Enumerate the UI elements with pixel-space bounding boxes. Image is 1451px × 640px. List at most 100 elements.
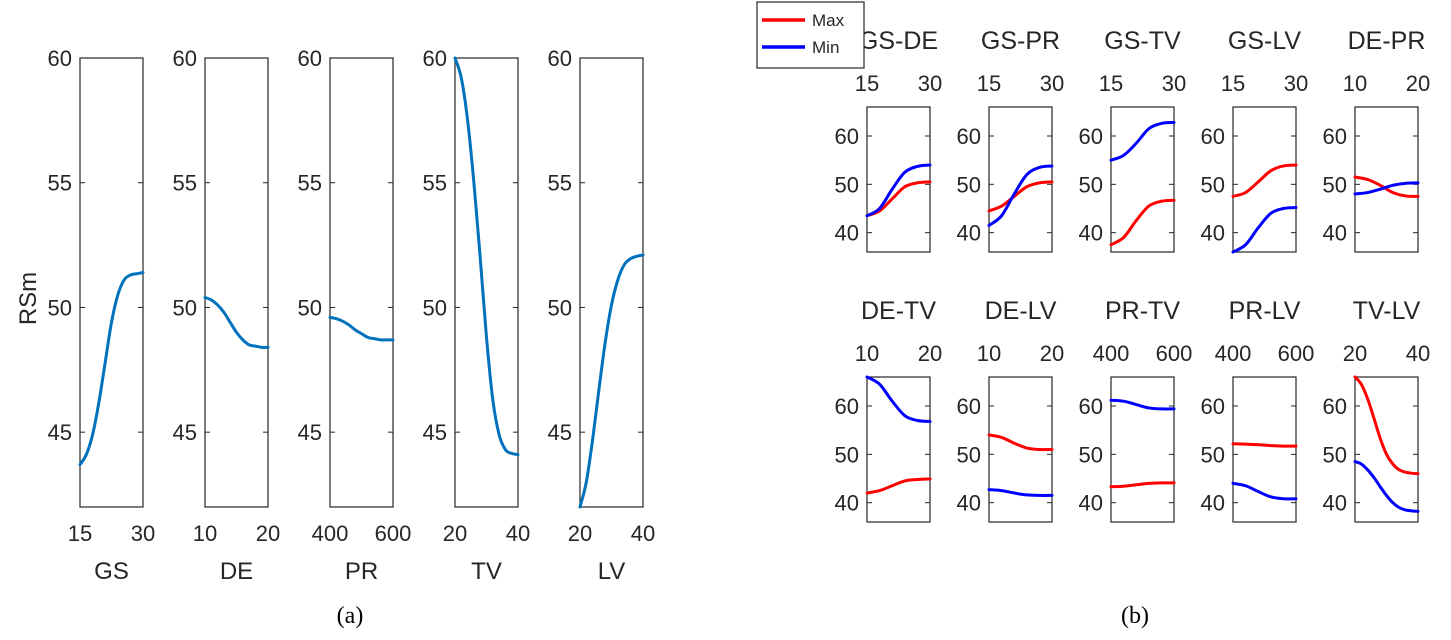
max-line-de-pr	[1353, 175, 1420, 198]
subplot-gs-de: GS-DE 40 50 60 15 30	[835, 27, 942, 253]
x-tick-label-de-20: 20	[256, 521, 280, 546]
y-tick-label-lv-60: 60	[548, 46, 572, 71]
subplot-pr: 45 50 55 60 400 600 PR	[298, 46, 412, 585]
series-line-gs	[78, 271, 145, 467]
subplot-title-tv-lv: TV-LV	[1353, 297, 1421, 325]
min-line-gs-lv	[1231, 206, 1298, 254]
axes-box-tv-lv	[1354, 376, 1419, 523]
y-tick-label-tv-45: 45	[423, 420, 447, 445]
axes-box-de	[204, 57, 269, 508]
y-tick-label-de-lv-50: 50	[957, 442, 981, 467]
y-tick-label-gs-lv-50: 50	[1201, 172, 1225, 197]
y-tick-label-pr-tv-40: 40	[1079, 491, 1103, 516]
max-line-tv-lv	[1353, 375, 1420, 476]
axes-box-gs-pr	[988, 106, 1053, 253]
y-tick-label-gs-de-40: 40	[835, 221, 859, 246]
subplot-title-de-tv: DE-TV	[861, 297, 936, 325]
max-line-pr-lv	[1231, 442, 1298, 448]
x-tick-label-gs-lv-30: 30	[1284, 71, 1308, 96]
x-tick-label-tv-lv-20: 20	[1343, 341, 1367, 366]
subplot-de-tv: DE-TV 40 50 60 10 20	[835, 297, 942, 523]
x-tick-label-gs-de-30: 30	[918, 71, 942, 96]
y-tick-label-pr-45: 45	[298, 420, 322, 445]
axes-box-gs-lv	[1232, 106, 1297, 253]
y-tick-label-gs-pr-50: 50	[957, 172, 981, 197]
subplot-title-gs-tv: GS-TV	[1104, 27, 1181, 55]
y-tick-label-gs-lv-40: 40	[1201, 221, 1225, 246]
x-tick-label-de-pr-10: 10	[1343, 71, 1367, 96]
y-tick-label-de-55: 55	[173, 171, 197, 196]
y-tick-label-pr-lv-60: 60	[1201, 394, 1225, 419]
min-line-pr-lv	[1231, 481, 1298, 501]
subplot-gs-tv: GS-TV 40 50 60 15 30	[1079, 27, 1186, 253]
x-tick-label-lv-40: 40	[631, 521, 655, 546]
x-tick-label-tv-20: 20	[443, 521, 467, 546]
subplot-title-pr-tv: PR-TV	[1105, 297, 1180, 325]
subplot-title-gs-de: GS-DE	[859, 27, 938, 55]
y-tick-label-tv-lv-60: 60	[1323, 394, 1347, 419]
subplot-gs-pr: GS-PR 40 50 60 15 30	[957, 27, 1064, 253]
y-tick-label-tv-lv-50: 50	[1323, 442, 1347, 467]
axes-box-gs	[79, 57, 144, 508]
y-tick-label-tv-60: 60	[423, 46, 447, 71]
y-tick-label-pr-tv-60: 60	[1079, 394, 1103, 419]
y-tick-label-pr-50: 50	[298, 295, 322, 320]
y-tick-label-de-45: 45	[173, 420, 197, 445]
y-tick-label-lv-45: 45	[548, 420, 572, 445]
y-tick-label-gs-tv-60: 60	[1079, 124, 1103, 149]
subplot-gs-lv: GS-LV 40 50 60 15 30	[1201, 27, 1308, 254]
y-tick-label-tv-50: 50	[423, 295, 447, 320]
min-line-gs-de	[865, 163, 932, 218]
y-tick-label-gs-60: 60	[48, 46, 72, 71]
y-tick-label-pr-lv-50: 50	[1201, 442, 1225, 467]
y-tick-label-tv-lv-40: 40	[1323, 491, 1347, 516]
min-line-de-tv	[865, 375, 932, 423]
y-tick-label-gs-45: 45	[48, 420, 72, 445]
subplot-title-pr-lv: PR-LV	[1229, 297, 1301, 325]
max-line-de-lv	[987, 433, 1054, 452]
legend-box	[756, 1, 865, 69]
x-axis-label-de: DE	[220, 558, 253, 585]
legend-max-label: Max	[812, 11, 845, 30]
max-line-gs-de	[865, 180, 932, 218]
y-tick-label-de-tv-50: 50	[835, 442, 859, 467]
min-line-de-lv	[987, 488, 1054, 497]
x-tick-label-pr-tv-600: 600	[1156, 341, 1193, 366]
x-axis-label-tv: TV	[471, 558, 502, 585]
series-line-tv	[453, 56, 520, 457]
series-line-pr	[328, 315, 395, 342]
subplot-tv-lv: TV-LV 40 50 60 20 40	[1323, 297, 1430, 523]
x-tick-label-pr-400: 400	[312, 521, 349, 546]
subplot-title-de-lv: DE-LV	[985, 297, 1057, 325]
axes-box-lv	[579, 57, 644, 508]
x-axis-label-gs: GS	[94, 558, 129, 585]
x-axis-label-lv: LV	[598, 558, 626, 585]
legend-min-label: Min	[812, 38, 839, 57]
axes-box-de-tv	[866, 376, 931, 523]
x-tick-label-gs-pr-30: 30	[1040, 71, 1064, 96]
min-line-de-pr	[1353, 181, 1420, 196]
y-tick-label-pr-tv-50: 50	[1079, 442, 1103, 467]
y-tick-label-gs-tv-50: 50	[1079, 172, 1103, 197]
panel-b: GS-DE 40 50 60 15 30 GS-PR 40 50 60 15 30 GS-TV 40 50 6…	[835, 27, 1430, 523]
x-tick-label-lv-20: 20	[568, 521, 592, 546]
y-tick-label-de-60: 60	[173, 46, 197, 71]
y-tick-label-pr-55: 55	[298, 171, 322, 196]
y-tick-label-lv-55: 55	[548, 171, 572, 196]
x-tick-label-gs-15: 15	[68, 521, 92, 546]
x-tick-label-de-tv-20: 20	[918, 341, 942, 366]
panel-a-caption: (a)	[337, 603, 364, 629]
subplot-title-de-pr: DE-PR	[1348, 27, 1426, 55]
subplot-pr-lv: PR-LV 40 50 60 400 600	[1201, 297, 1314, 523]
min-line-gs-pr	[987, 164, 1054, 227]
panel-b-caption: (b)	[1121, 603, 1149, 629]
y-tick-label-gs-de-60: 60	[835, 124, 859, 149]
max-line-gs-pr	[987, 180, 1054, 213]
max-line-gs-tv	[1109, 198, 1176, 247]
x-tick-label-pr-lv-400: 400	[1215, 341, 1252, 366]
y-tick-label-pr-lv-40: 40	[1201, 491, 1225, 516]
axes-box-pr-lv	[1232, 376, 1297, 523]
